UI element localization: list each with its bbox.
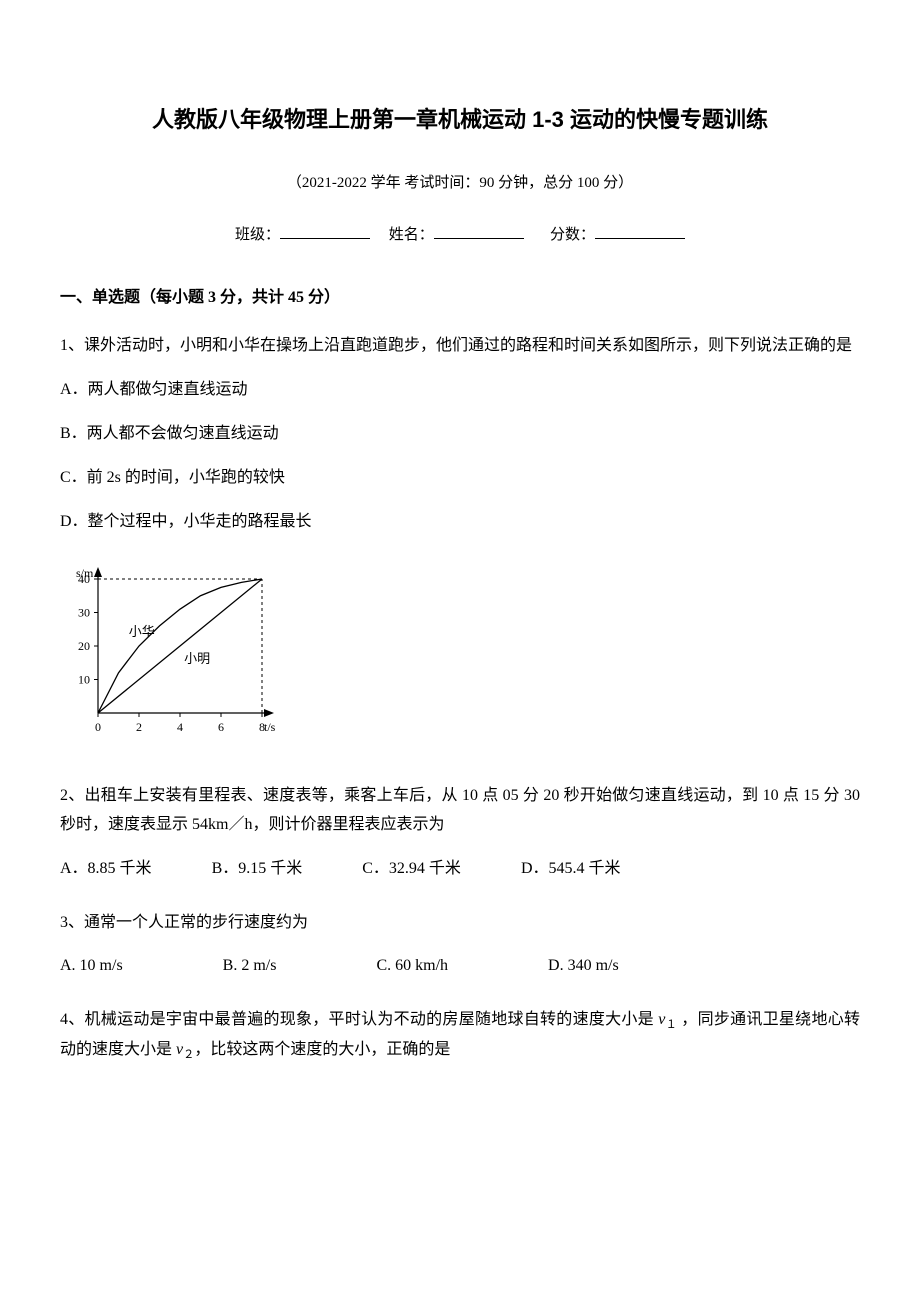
q2-option-d: D．545.4 千米 xyxy=(521,855,621,884)
svg-text:0: 0 xyxy=(95,720,101,734)
q3-option-b: B. 2 m/s xyxy=(223,952,277,981)
svg-text:4: 4 xyxy=(177,720,183,734)
name-label: 姓名： xyxy=(389,227,434,243)
svg-text:小华: 小华 xyxy=(129,624,155,639)
q1-text: 1、课外活动时，小明和小华在操场上沿直跑道跑步，他们通过的路程和时间关系如图所示… xyxy=(60,332,860,361)
svg-text:6: 6 xyxy=(218,720,224,734)
question-3: 3、通常一个人正常的步行速度约为 A. 10 m/s B. 2 m/s C. 6… xyxy=(60,909,860,982)
class-label: 班级： xyxy=(235,227,280,243)
question-4: 4、机械运动是宇宙中最普遍的现象，平时认为不动的房屋随地球自转的速度大小是 v１… xyxy=(60,1006,860,1065)
svg-text:30: 30 xyxy=(78,606,90,620)
exam-info: （2021-2022 学年 考试时间：90 分钟，总分 100 分） xyxy=(60,170,860,197)
q1-option-c: C．前 2s 的时间，小华跑的较快 xyxy=(60,464,860,493)
distance-time-chart: s/mt/s1020304002468小华小明 xyxy=(60,561,280,741)
q2-option-a: A．8.85 千米 xyxy=(60,855,152,884)
q2-text: 2、出租车上安装有里程表、速度表等，乘客上车后，从 10 点 05 分 20 秒… xyxy=(60,782,860,840)
q3-text: 3、通常一个人正常的步行速度约为 xyxy=(60,909,860,938)
section-heading: 一、单选题（每小题 3 分，共计 45 分） xyxy=(60,284,860,313)
score-label: 分数： xyxy=(550,227,595,243)
q4-v1-sub: １ xyxy=(665,1019,677,1031)
q1-option-b: B．两人都不会做匀速直线运动 xyxy=(60,420,860,449)
question-1: 1、课外活动时，小明和小华在操场上沿直跑道跑步，他们通过的路程和时间关系如图所示… xyxy=(60,332,860,536)
q2-option-b: B．9.15 千米 xyxy=(212,855,303,884)
name-blank[interactable] xyxy=(434,224,524,239)
q4-v2-sub: ２ xyxy=(183,1049,194,1061)
class-blank[interactable] xyxy=(280,224,370,239)
q4-prefix: 4、机械运动是宇宙中最普遍的现象，平时认为不动的房屋随地球自转的速度大小是 xyxy=(60,1011,658,1028)
page-title: 人教版八年级物理上册第一章机械运动 1-3 运动的快慢专题训练 xyxy=(60,100,860,140)
svg-text:8: 8 xyxy=(259,720,265,734)
score-blank[interactable] xyxy=(595,224,685,239)
q4-text: 4、机械运动是宇宙中最普遍的现象，平时认为不动的房屋随地球自转的速度大小是 v１… xyxy=(60,1006,860,1065)
svg-text:10: 10 xyxy=(78,673,90,687)
q3-option-c: C. 60 km/h xyxy=(376,952,448,981)
q1-option-d: D．整个过程中，小华走的路程最长 xyxy=(60,508,860,537)
svg-text:2: 2 xyxy=(136,720,142,734)
svg-text:20: 20 xyxy=(78,639,90,653)
q3-option-d: D. 340 m/s xyxy=(548,952,619,981)
q2-option-c: C．32.94 千米 xyxy=(362,855,461,884)
q4-suffix: ，比较这两个速度的大小，正确的是 xyxy=(194,1041,450,1058)
svg-text:小明: 小明 xyxy=(184,651,210,666)
q3-option-a: A. 10 m/s xyxy=(60,952,123,981)
q1-chart: s/mt/s1020304002468小华小明 xyxy=(60,561,860,752)
svg-text:40: 40 xyxy=(78,572,90,586)
q1-option-a: A．两人都做匀速直线运动 xyxy=(60,376,860,405)
student-info-line: 班级： 姓名： 分数： xyxy=(60,222,860,249)
question-2: 2、出租车上安装有里程表、速度表等，乘客上车后，从 10 点 05 分 20 秒… xyxy=(60,782,860,883)
svg-text:t/s: t/s xyxy=(264,720,276,734)
